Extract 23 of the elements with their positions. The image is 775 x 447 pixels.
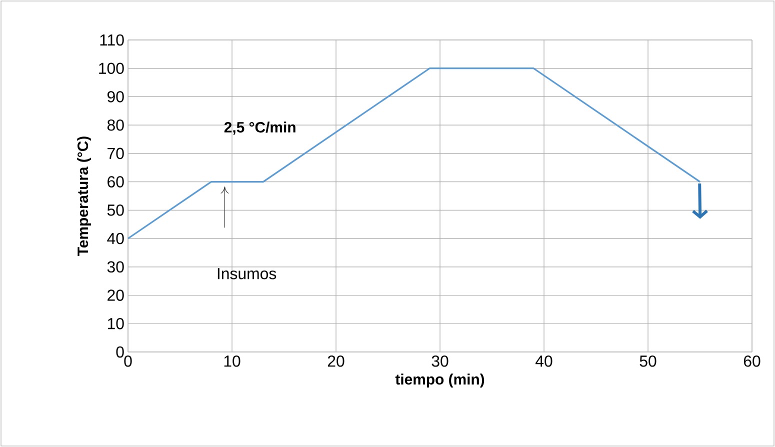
x-tick-label: 30 (432, 356, 448, 367)
y-tick-label: 50 (107, 204, 124, 216)
y-tick-label: 110 (100, 34, 124, 46)
x-axis-title: tiempo (min) (395, 374, 484, 388)
annotation: 2,5 °C/min (224, 122, 296, 135)
y-tick-label: 40 (107, 232, 124, 244)
x-tick-label: 20 (328, 356, 344, 367)
x-tick-label: 0 (124, 356, 132, 367)
y-tick-label: 90 (108, 91, 124, 102)
y-tick-label: 100 (99, 62, 124, 74)
x-tick-label: 40 (536, 356, 552, 367)
annotation: Insumos (218, 268, 276, 280)
x-tick-label: 10 (224, 356, 240, 367)
y-tick-label: 10 (108, 318, 124, 330)
y-tick-label: 60 (108, 176, 124, 188)
y-tick-label: 70 (108, 148, 124, 160)
y-tick-label: 20 (108, 290, 124, 301)
x-tick-label: 50 (640, 356, 656, 367)
y-tick-label: 30 (107, 261, 124, 273)
y-axis-title: Temperatura (°C) (77, 136, 92, 256)
y-tick-label: 0 (116, 346, 124, 358)
y-tick-label: 80 (107, 119, 124, 131)
x-tick-label: 60 (744, 356, 760, 367)
